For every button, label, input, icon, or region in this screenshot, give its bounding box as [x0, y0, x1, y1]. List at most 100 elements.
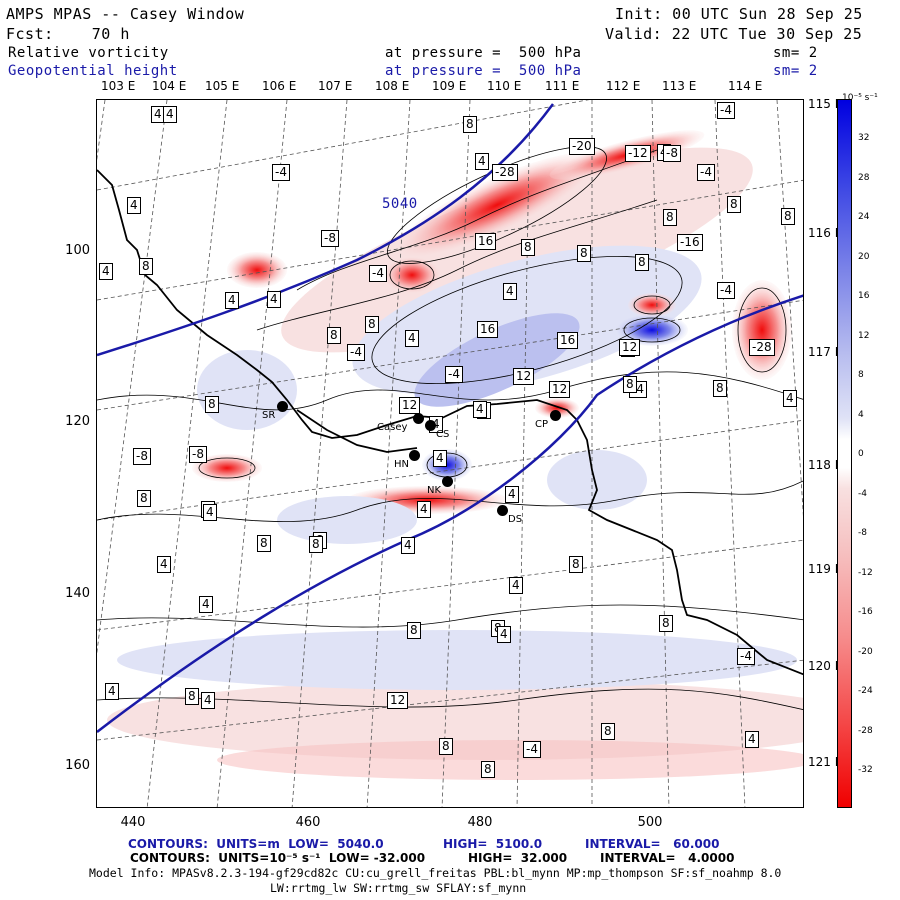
contour-label: 8: [137, 490, 151, 507]
contour-label: -4: [369, 265, 387, 282]
contour-label: 4: [509, 577, 523, 594]
contour-label: -4: [737, 648, 755, 665]
contour-label: 8: [569, 556, 583, 573]
station-label: CP: [535, 419, 549, 430]
contour-label: 4: [99, 263, 113, 280]
contour-label: 8: [781, 208, 795, 225]
longitude-label: 108 E: [375, 79, 410, 93]
footer-vort-contours: CONTOURS: UNITS=10⁻⁵ s⁻¹ LOW= -32.000: [130, 851, 426, 865]
contour-label: 16: [475, 233, 497, 250]
coastline: [97, 169, 803, 676]
y-tick-label: 140: [65, 586, 90, 601]
contour-label: 8: [257, 535, 271, 552]
longitude-label-right: 117 E: [808, 345, 843, 359]
contour-label: 8: [623, 376, 637, 393]
contour-label: 4: [475, 153, 489, 170]
contour-label: 8: [577, 245, 591, 262]
contour-label: 12: [513, 368, 535, 385]
valid-time: Valid: 22 UTC Tue 30 Sep 25: [605, 25, 863, 43]
x-tick-label: 440: [120, 815, 146, 830]
colorbar-tick-label: 0: [858, 449, 864, 459]
contour-label: -28: [492, 164, 518, 181]
longitude-label: 110 E: [487, 79, 522, 93]
colorbar-tick-label: 20: [858, 251, 870, 262]
contour-label: 4: [267, 291, 281, 308]
station-label: DS: [508, 514, 523, 525]
contour-label: -12: [625, 145, 651, 162]
longitude-label: 109 E: [432, 79, 467, 93]
contour-label: 8: [407, 622, 421, 639]
contour-label: 4: [783, 390, 797, 407]
longitude-label: 104 E: [152, 79, 187, 93]
station-marker: [425, 420, 436, 431]
contour-label: 8: [439, 738, 453, 755]
plot-title: AMPS MPAS -- Casey Window: [6, 5, 245, 23]
contour-label: -4: [697, 164, 715, 181]
longitude-label: 114 E: [728, 79, 763, 93]
colorbar: [837, 99, 852, 808]
colorbar-tick-label: -24: [858, 686, 873, 696]
colorbar-tick-label: -4: [858, 488, 867, 499]
contour-label: -28: [749, 339, 775, 356]
colorbar-tick-label: 32: [858, 133, 870, 143]
contour-label: 4: [163, 106, 177, 123]
contour-label: 12: [549, 381, 571, 398]
y-tick-label: 160: [65, 758, 90, 773]
height-contour-label: 5040: [382, 196, 418, 212]
station-marker: [497, 505, 508, 516]
contour-label: 4: [199, 596, 213, 613]
contour-label: -8: [321, 230, 339, 247]
contour-label: 4: [203, 504, 217, 521]
station-label: Casey: [377, 422, 408, 433]
vorticity-map: [97, 100, 803, 807]
map-panel: 448-8-44-2884-20-128-8-4-16-44488-416168…: [96, 99, 804, 808]
colorbar-unit: 10⁻⁵ s⁻¹: [842, 93, 878, 103]
footer-height-high: HIGH= 5100.0: [443, 837, 543, 851]
contour-label: 8: [365, 316, 379, 333]
contour-label: 8: [139, 258, 153, 275]
colorbar-tick-label: -28: [858, 725, 873, 736]
station-marker: [413, 413, 424, 424]
colorbar-tick-label: -32: [858, 765, 873, 775]
colorbar-tick-label: 4: [858, 409, 864, 420]
contour-label: 12: [387, 692, 409, 709]
contour-label: -20: [569, 138, 595, 155]
contour-label: 4: [745, 731, 759, 748]
contour-label: 8: [663, 209, 677, 226]
contour-label: -4: [523, 741, 541, 758]
field-geopotential: Geopotential height: [8, 63, 178, 79]
footer-model-info: Model Info: MPASv8.2.3-194-gf29cd82c CU:…: [89, 866, 782, 880]
longitude-label: 112 E: [606, 79, 641, 93]
contour-label: 4: [417, 501, 431, 518]
footer-vort-high: HIGH= 32.000: [468, 851, 568, 865]
longitude-label: 103 E: [101, 79, 136, 93]
contour-label: -4: [347, 344, 365, 361]
contour-label: 8: [205, 396, 219, 413]
smoothing-2: sm= 2: [773, 63, 818, 79]
contour-label: 8: [659, 615, 673, 632]
contour-label: -4: [717, 102, 735, 119]
footer-height-contours: CONTOURS: UNITS=m LOW= 5040.0: [128, 837, 384, 851]
contour-label: 4: [401, 537, 415, 554]
contour-label: 8: [713, 380, 727, 397]
init-time: Init: 00 UTC Sun 28 Sep 25: [615, 5, 863, 23]
x-tick-label: 480: [467, 815, 493, 830]
contour-label: -4: [445, 366, 463, 383]
contour-label: -8: [663, 145, 681, 162]
contour-label: 8: [481, 761, 495, 778]
contour-label: 4: [473, 401, 487, 418]
contour-label: 16: [557, 332, 579, 349]
longitude-label: 106 E: [262, 79, 297, 93]
contour-label: 8: [601, 723, 615, 740]
x-tick-label: 460: [295, 815, 321, 830]
contour-label: -16: [677, 234, 703, 251]
longitude-label-right: 119 E: [808, 562, 843, 576]
contour-label: 4: [503, 283, 517, 300]
forecast-hour: Fcst: 70 h: [6, 25, 130, 43]
contour-label: 8: [463, 116, 477, 133]
contour-label: 4: [157, 556, 171, 573]
longitude-label: 105 E: [205, 79, 240, 93]
contour-label: 4: [497, 626, 511, 643]
pressure-level-1: at pressure = 500 hPa: [385, 45, 582, 61]
contour-label: 8: [185, 688, 199, 705]
